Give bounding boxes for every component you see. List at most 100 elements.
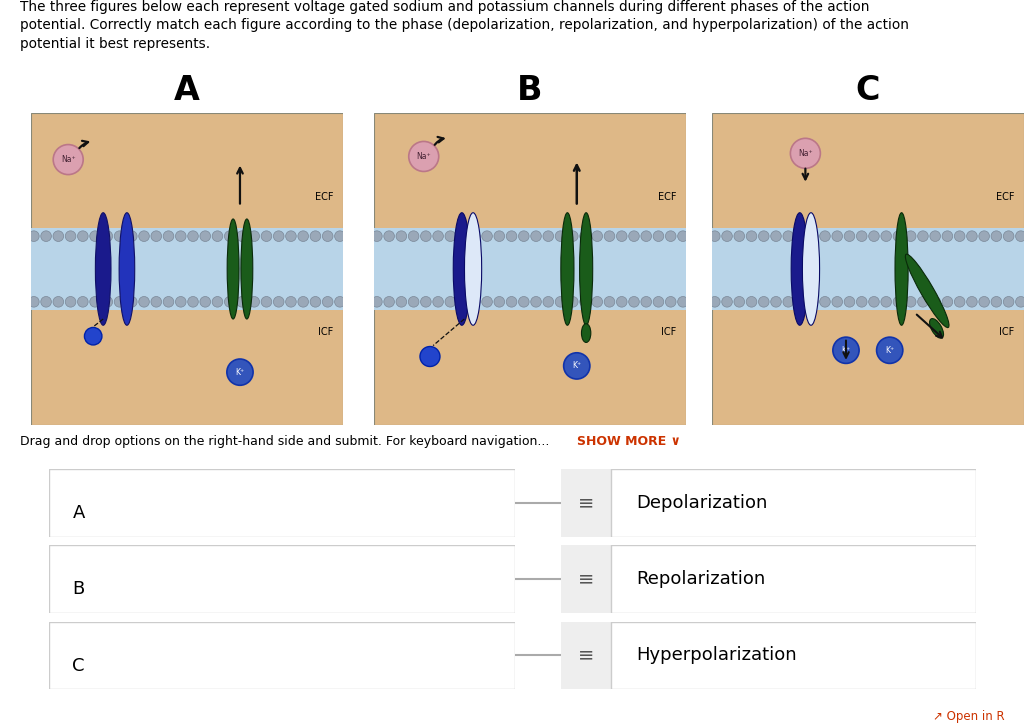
Circle shape <box>90 231 100 241</box>
Circle shape <box>666 231 676 241</box>
Circle shape <box>710 231 720 241</box>
Circle shape <box>678 231 688 241</box>
Circle shape <box>187 231 199 241</box>
Text: ICF: ICF <box>318 326 334 337</box>
Circle shape <box>286 297 296 307</box>
Circle shape <box>616 297 627 307</box>
Circle shape <box>261 297 271 307</box>
Circle shape <box>819 297 830 307</box>
Circle shape <box>518 297 529 307</box>
Circle shape <box>151 297 162 307</box>
Text: C: C <box>856 74 880 108</box>
FancyBboxPatch shape <box>374 113 686 425</box>
Circle shape <box>102 231 113 241</box>
Circle shape <box>433 231 443 241</box>
Circle shape <box>273 297 284 307</box>
Circle shape <box>734 297 744 307</box>
Ellipse shape <box>227 219 239 319</box>
Circle shape <box>991 231 1001 241</box>
Circle shape <box>151 231 162 241</box>
Circle shape <box>844 297 855 307</box>
Circle shape <box>29 297 39 307</box>
Circle shape <box>641 297 651 307</box>
Circle shape <box>421 231 431 241</box>
Ellipse shape <box>95 213 111 325</box>
Circle shape <box>90 297 100 307</box>
Circle shape <box>918 231 928 241</box>
Circle shape <box>396 297 407 307</box>
Circle shape <box>127 297 137 307</box>
Circle shape <box>592 231 602 241</box>
Circle shape <box>273 231 284 241</box>
Ellipse shape <box>454 213 470 325</box>
Circle shape <box>641 231 651 241</box>
Circle shape <box>580 297 590 307</box>
Circle shape <box>261 231 271 241</box>
Circle shape <box>905 297 916 307</box>
Circle shape <box>470 231 480 241</box>
Circle shape <box>310 231 321 241</box>
Text: B: B <box>517 74 543 108</box>
FancyBboxPatch shape <box>712 113 1024 425</box>
Circle shape <box>384 297 394 307</box>
Circle shape <box>653 231 664 241</box>
Circle shape <box>629 231 639 241</box>
Circle shape <box>881 297 892 307</box>
Circle shape <box>734 231 744 241</box>
Circle shape <box>237 231 247 241</box>
Circle shape <box>384 231 394 241</box>
Circle shape <box>163 231 174 241</box>
Circle shape <box>555 231 566 241</box>
Text: ↗ Open in R: ↗ Open in R <box>933 710 1005 723</box>
Circle shape <box>41 297 51 307</box>
Circle shape <box>604 231 614 241</box>
Circle shape <box>53 231 63 241</box>
Circle shape <box>543 297 554 307</box>
Circle shape <box>175 231 186 241</box>
Circle shape <box>249 297 259 307</box>
Text: Repolarization: Repolarization <box>636 570 765 588</box>
Circle shape <box>458 297 468 307</box>
FancyBboxPatch shape <box>561 545 611 613</box>
Text: ECF: ECF <box>996 192 1015 202</box>
Circle shape <box>200 231 211 241</box>
Circle shape <box>722 231 732 241</box>
Circle shape <box>710 297 720 307</box>
Circle shape <box>433 297 443 307</box>
FancyBboxPatch shape <box>561 622 611 689</box>
Circle shape <box>653 297 664 307</box>
Circle shape <box>494 297 505 307</box>
Circle shape <box>249 231 259 241</box>
Text: ≡: ≡ <box>578 569 594 589</box>
Circle shape <box>783 231 794 241</box>
Circle shape <box>1004 231 1014 241</box>
FancyBboxPatch shape <box>49 622 515 689</box>
Circle shape <box>41 231 51 241</box>
Circle shape <box>29 231 39 241</box>
Circle shape <box>616 231 627 241</box>
Circle shape <box>759 231 769 241</box>
Circle shape <box>868 231 880 241</box>
Circle shape <box>227 359 253 385</box>
Text: ≡: ≡ <box>578 646 594 665</box>
Ellipse shape <box>582 324 591 342</box>
Circle shape <box>979 231 989 241</box>
Circle shape <box>905 231 916 241</box>
Circle shape <box>979 297 989 307</box>
Circle shape <box>783 297 794 307</box>
Circle shape <box>555 297 566 307</box>
Circle shape <box>138 297 150 307</box>
Circle shape <box>856 231 867 241</box>
Circle shape <box>335 297 345 307</box>
Circle shape <box>746 297 757 307</box>
FancyBboxPatch shape <box>374 228 686 310</box>
Circle shape <box>1004 297 1014 307</box>
Circle shape <box>808 297 818 307</box>
Circle shape <box>881 231 892 241</box>
FancyBboxPatch shape <box>31 228 343 310</box>
Circle shape <box>567 297 579 307</box>
Ellipse shape <box>930 318 943 338</box>
Circle shape <box>893 297 904 307</box>
Ellipse shape <box>465 213 481 325</box>
Circle shape <box>967 297 977 307</box>
